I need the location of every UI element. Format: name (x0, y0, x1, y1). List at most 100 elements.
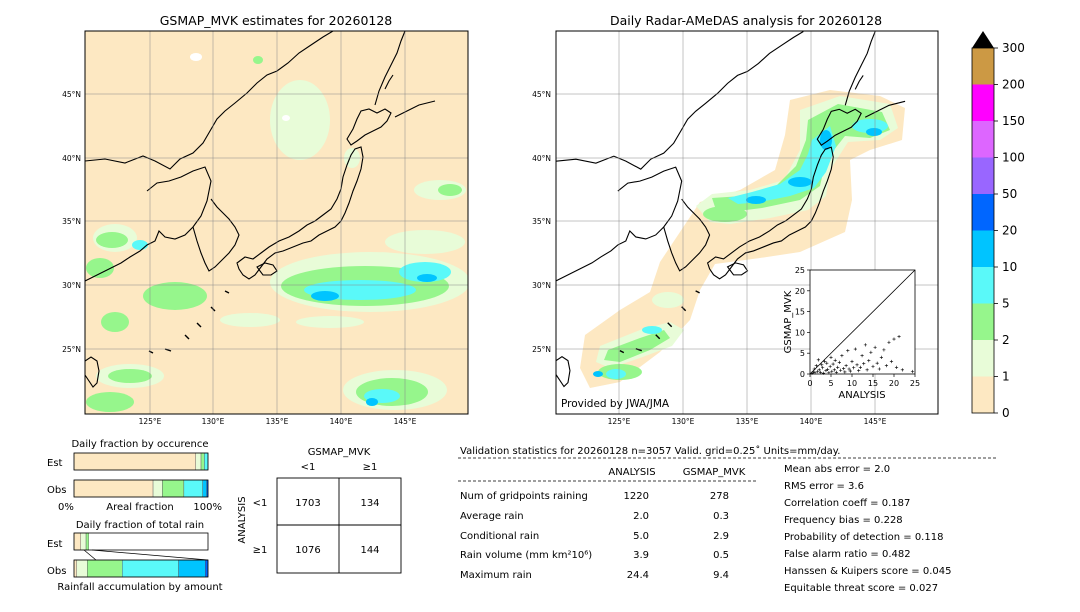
left-rain-field (86, 53, 468, 412)
scatter-point (850, 359, 854, 364)
occurrence-x-right: 100% (193, 502, 222, 513)
rain-patch (746, 196, 766, 204)
lon-tick-label: 140°E (800, 417, 823, 426)
scatter-point (820, 363, 824, 367)
fraction-connector (83, 549, 97, 561)
fraction-bar-segment (178, 559, 206, 578)
rain-patch (399, 262, 451, 282)
lon-tick-label: 125°E (139, 417, 162, 426)
scatter-point (858, 365, 862, 369)
scatter-point (879, 355, 883, 359)
colorbar-label: 150 (1002, 114, 1025, 128)
contingency-col-label: ≥1 (363, 462, 378, 473)
fraction-connector (91, 549, 209, 561)
fraction-bar-segment (205, 559, 209, 578)
right-map-title: Daily Radar-AMeDAS analysis for 20260128 (610, 13, 882, 28)
colorbar-label: 50 (1002, 187, 1017, 201)
validation-panel: Validation statistics for 20260128 n=305… (458, 445, 996, 594)
scatter-point (865, 368, 869, 372)
stat-row-gsmap: 2.9 (713, 531, 729, 542)
stat-row-label: Rain volume (mm km²10⁶) (460, 550, 592, 561)
stat-row-label: Maximum rain (460, 570, 532, 581)
validation-col-analysis: ANALYSIS (608, 467, 655, 478)
scatter-point (829, 355, 833, 359)
inset-y-tick-label: 0 (800, 370, 805, 379)
fraction-bar-segment (73, 559, 77, 578)
fraction-bar-segment (200, 452, 205, 471)
scatter-point (817, 368, 821, 372)
contingency-cell: 144 (360, 545, 379, 556)
scatter-point (816, 358, 820, 362)
colorbar-segment (972, 376, 994, 413)
contingency-cell: 1076 (295, 545, 320, 556)
colorbar: 0 1 2 5 10 20 50 100 150 200 300 (971, 31, 1025, 420)
inset-y-tick-label: 20 (795, 287, 805, 296)
scatter-point (846, 349, 850, 353)
total-rain-category-obs: Obs (47, 566, 66, 577)
scatter-point (839, 368, 843, 372)
inset-x-tick-label: 10 (847, 379, 857, 388)
right-lat-labels: 45°N 40°N 35°N 30°N 25°N (532, 90, 551, 354)
left-map-frame (84, 30, 469, 415)
scatter-point (830, 369, 834, 374)
stat-row-label: Conditional rain (460, 531, 539, 542)
contingency-row-label: ≥1 (253, 545, 268, 556)
rain-patch (86, 392, 134, 412)
scatter-point (882, 348, 886, 352)
fraction-bar-segment (73, 479, 154, 498)
scatter-point (836, 365, 840, 369)
scatter-point (813, 371, 817, 375)
left-map-background (85, 31, 468, 414)
rain-patch (788, 177, 812, 187)
left-map (85, 31, 468, 414)
rain-patch (296, 316, 364, 328)
rain-patch (438, 184, 462, 196)
scatter-point (871, 364, 875, 369)
lat-tick-label: 30°N (532, 281, 551, 290)
rain-patch (606, 369, 626, 379)
contingency-title: GSMAP_MVK (308, 447, 371, 458)
contingency-col-label: <1 (301, 462, 316, 473)
colorbar-label: 0 (1002, 406, 1010, 420)
stat-row-analysis: 3.9 (633, 550, 649, 561)
stat-row-label: Num of gridpoints raining (460, 491, 588, 502)
score-line: Correlation coeff = 0.187 (784, 498, 910, 509)
inset-y-tick-label: 5 (800, 349, 805, 358)
stat-row-gsmap: 0.3 (713, 511, 729, 522)
fraction-bar-segment (152, 479, 163, 498)
occurrence-x-label: Areal fraction (106, 502, 173, 513)
stat-row-gsmap: 0.5 (713, 550, 729, 561)
inset-scatter: 0 5 10 15 20 25 0 5 10 15 20 25 ANALYSIS GSMAP_MVK (783, 266, 920, 401)
scatter-point (828, 364, 832, 369)
scatter-point (824, 369, 828, 373)
scatter-point (897, 334, 901, 339)
score-line: RMS error = 3.6 (784, 481, 864, 492)
lon-tick-label: 145°E (864, 417, 887, 426)
scatter-point (848, 369, 852, 373)
fraction-bar-segment (202, 479, 207, 498)
fraction-bar-segment (162, 479, 185, 498)
contingency-cell: 1703 (295, 498, 320, 509)
right-map-frame (555, 30, 939, 415)
contingency-row-title: ANALYSIS (237, 496, 248, 543)
lat-tick-label: 30°N (62, 281, 81, 290)
colorbar-segment (972, 121, 994, 158)
scatter-point (821, 366, 825, 370)
colorbar-label: 200 (1002, 78, 1025, 92)
scatter-point (825, 361, 829, 365)
inset-x-tick-label: 5 (828, 379, 833, 388)
scatter-point (812, 367, 816, 371)
inset-y-tick-label: 10 (795, 328, 805, 337)
contingency-cell: 134 (360, 498, 379, 509)
scatter-point (910, 369, 915, 374)
rain-patch (604, 330, 670, 362)
fraction-bar-frame (73, 479, 209, 498)
scatter-point (869, 350, 873, 354)
lat-tick-label: 40°N (62, 154, 81, 163)
scatter-point (833, 358, 837, 362)
colorbar-labels: 0 1 2 5 10 20 50 100 150 200 300 (994, 41, 1025, 420)
stat-row-gsmap: 278 (710, 491, 729, 502)
scatter-point (823, 359, 827, 364)
score-line: Equitable threat score = 0.027 (784, 583, 938, 594)
scatter-point (842, 366, 846, 371)
